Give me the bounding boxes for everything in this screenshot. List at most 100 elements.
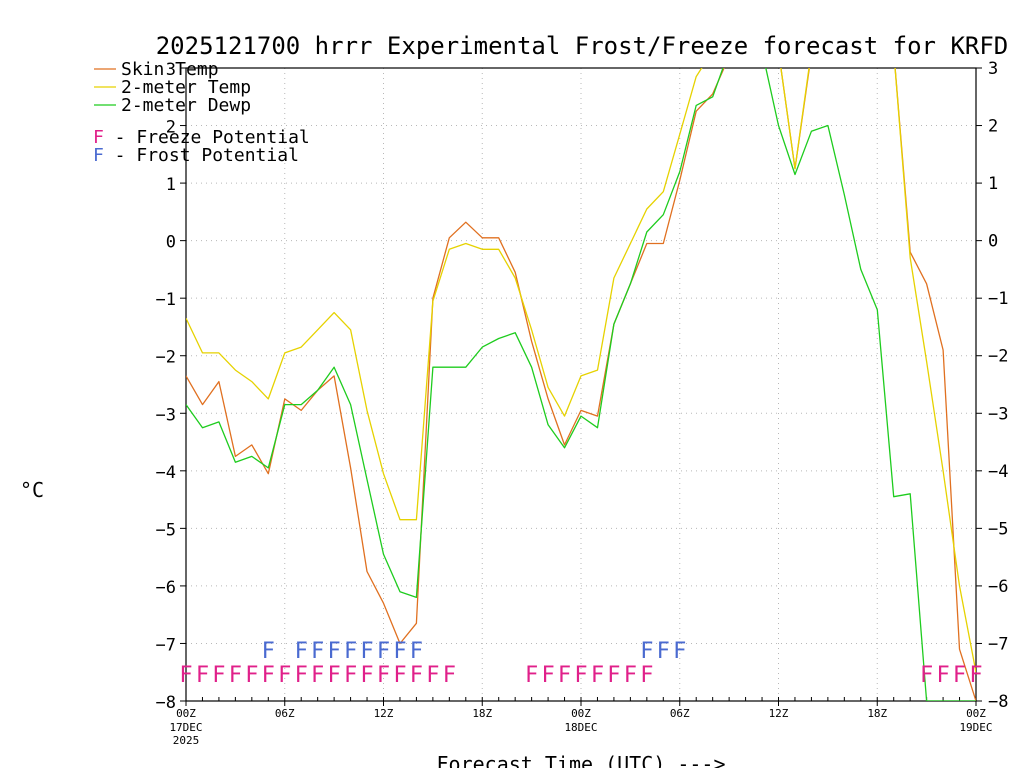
y-axis-right: −8 −7 −6 −5 −4 −3 −2 −1 0 1 2 3 xyxy=(976,59,1008,712)
series-line-2-meter-dewp xyxy=(186,68,976,701)
x-tick-sublabel: 17DEC xyxy=(169,721,202,734)
y-axis-label: °C xyxy=(20,478,44,502)
y-tick-label-right: −3 xyxy=(988,404,1008,424)
y-tick-label-right: −2 xyxy=(988,347,1008,367)
x-tick-sublabel: 18DEC xyxy=(564,721,597,734)
legend-flag-label: - Freeze Potential xyxy=(104,127,310,148)
frost-flag: F xyxy=(377,639,390,664)
series-lines xyxy=(186,68,976,701)
y-tick-label-left: −7 xyxy=(156,635,176,655)
freeze-flag: F xyxy=(541,663,554,688)
y-tick-label-right: −8 xyxy=(988,692,1008,712)
freeze-flag: F xyxy=(920,663,933,688)
y-tick-label-right: −1 xyxy=(988,289,1008,309)
frost-flag: F xyxy=(328,639,341,664)
freeze-flag: F xyxy=(624,663,637,688)
freeze-flag: F xyxy=(410,663,423,688)
freeze-flag: F xyxy=(640,663,653,688)
x-tick-sublabel: 2025 xyxy=(173,734,200,747)
frost-flag: F xyxy=(657,639,670,664)
grid-lines xyxy=(186,68,976,701)
legend-label-2-meter-temp: 2-meter Temp xyxy=(121,77,251,98)
legend-flag-letter: F xyxy=(93,145,104,166)
freeze-flag: F xyxy=(196,663,209,688)
y-tick-label-left: 0 xyxy=(166,233,176,253)
legend-flag-label: - Frost Potential xyxy=(104,145,299,166)
freeze-flag: F xyxy=(443,663,456,688)
legend-label-2-meter-dewp: 2-meter Dewp xyxy=(121,95,251,116)
x-tick-label: 12Z xyxy=(374,707,394,720)
y-tick-label-left: 1 xyxy=(166,175,176,195)
freeze-flag: F xyxy=(278,663,291,688)
freeze-flag: F xyxy=(229,663,242,688)
freeze-flag: F xyxy=(262,663,275,688)
x-tick-label: 12Z xyxy=(769,707,789,720)
freeze-flag: F xyxy=(558,663,571,688)
x-axis-label: Forecast Time (UTC) ---> xyxy=(437,752,726,768)
x-tick-label: 00Z xyxy=(966,707,986,720)
y-tick-label-left: 2 xyxy=(166,118,176,138)
y-tick-label-right: 3 xyxy=(988,59,998,79)
y-tick-label-left: −1 xyxy=(156,290,176,310)
freeze-flag: F xyxy=(953,663,966,688)
freeze-flag: F xyxy=(969,663,982,688)
y-tick-label-left: −3 xyxy=(156,405,176,425)
x-tick-label: 06Z xyxy=(275,707,295,720)
freeze-flag: F xyxy=(245,663,258,688)
freeze-flag: F xyxy=(311,663,324,688)
x-tick-label: 00Z xyxy=(571,707,591,720)
frost-flag: F xyxy=(360,639,373,664)
y-tick-label-right: −6 xyxy=(988,577,1008,597)
freeze-flag: F xyxy=(179,663,192,688)
frost-flag: F xyxy=(295,639,308,664)
freeze-flag: F xyxy=(295,663,308,688)
x-tick-sublabel: 19DEC xyxy=(959,721,992,734)
frost-flag: F xyxy=(311,639,324,664)
freeze-flag: F xyxy=(591,663,604,688)
legend-flag-key: F - Freeze Potential xyxy=(93,127,310,148)
freeze-flag: F xyxy=(574,663,587,688)
freeze-flag: F xyxy=(426,663,439,688)
y-tick-label-left: −6 xyxy=(156,578,176,598)
chart-title: 2025121700 hrrr Experimental Frost/Freez… xyxy=(156,32,1009,60)
y-tick-label-right: 0 xyxy=(988,232,998,252)
frost-flag: F xyxy=(673,639,686,664)
freeze-flag: F xyxy=(607,663,620,688)
x-tick-label: 00Z xyxy=(176,707,196,720)
frost-flag: F xyxy=(640,639,653,664)
frost-flag: F xyxy=(344,639,357,664)
legend-flag-key: F - Frost Potential xyxy=(93,145,299,166)
plot-area-frame xyxy=(185,67,977,702)
freeze-flag: F xyxy=(212,663,225,688)
frost-flag: F xyxy=(262,639,275,664)
y-tick-label-right: −5 xyxy=(988,519,1008,539)
y-tick-label-right: 1 xyxy=(988,174,998,194)
y-tick-label-right: 2 xyxy=(988,117,998,137)
x-tick-label: 06Z xyxy=(670,707,690,720)
y-tick-label-left: 3 xyxy=(166,60,176,80)
frost-flag: F xyxy=(393,639,406,664)
y-tick-label-left: −2 xyxy=(156,348,176,368)
y-tick-label-right: −4 xyxy=(988,462,1008,482)
x-tick-label: 18Z xyxy=(472,707,492,720)
legend-label-skin-temp: Skin Temp xyxy=(121,59,219,80)
y-tick-label-left: −4 xyxy=(156,463,176,483)
y-axis-left: −8 −7 −6 −5 −4 −3 −2 −1 0 1 2 3 xyxy=(156,60,977,713)
freeze-flag: F xyxy=(936,663,949,688)
frost-freeze-flags: F F F F F F F F F F F F F F F F F F F F F F F F F F F F FF F F F F F F F F F F… xyxy=(179,639,982,688)
freeze-flag: F xyxy=(393,663,406,688)
freeze-flag: F xyxy=(360,663,373,688)
freeze-flag: F xyxy=(525,663,538,688)
freeze-flag: F xyxy=(328,663,341,688)
frost-flag: F xyxy=(410,639,423,664)
y-tick-label-left: −5 xyxy=(156,520,176,540)
x-tick-label: 18Z xyxy=(867,707,887,720)
series-line-2-meter-temp xyxy=(186,68,976,673)
y-tick-label-right: −7 xyxy=(988,634,1008,654)
freeze-flag: F xyxy=(377,663,390,688)
legend-flag-letter: F xyxy=(93,127,104,148)
y-tick-label-left: −8 xyxy=(156,693,176,713)
